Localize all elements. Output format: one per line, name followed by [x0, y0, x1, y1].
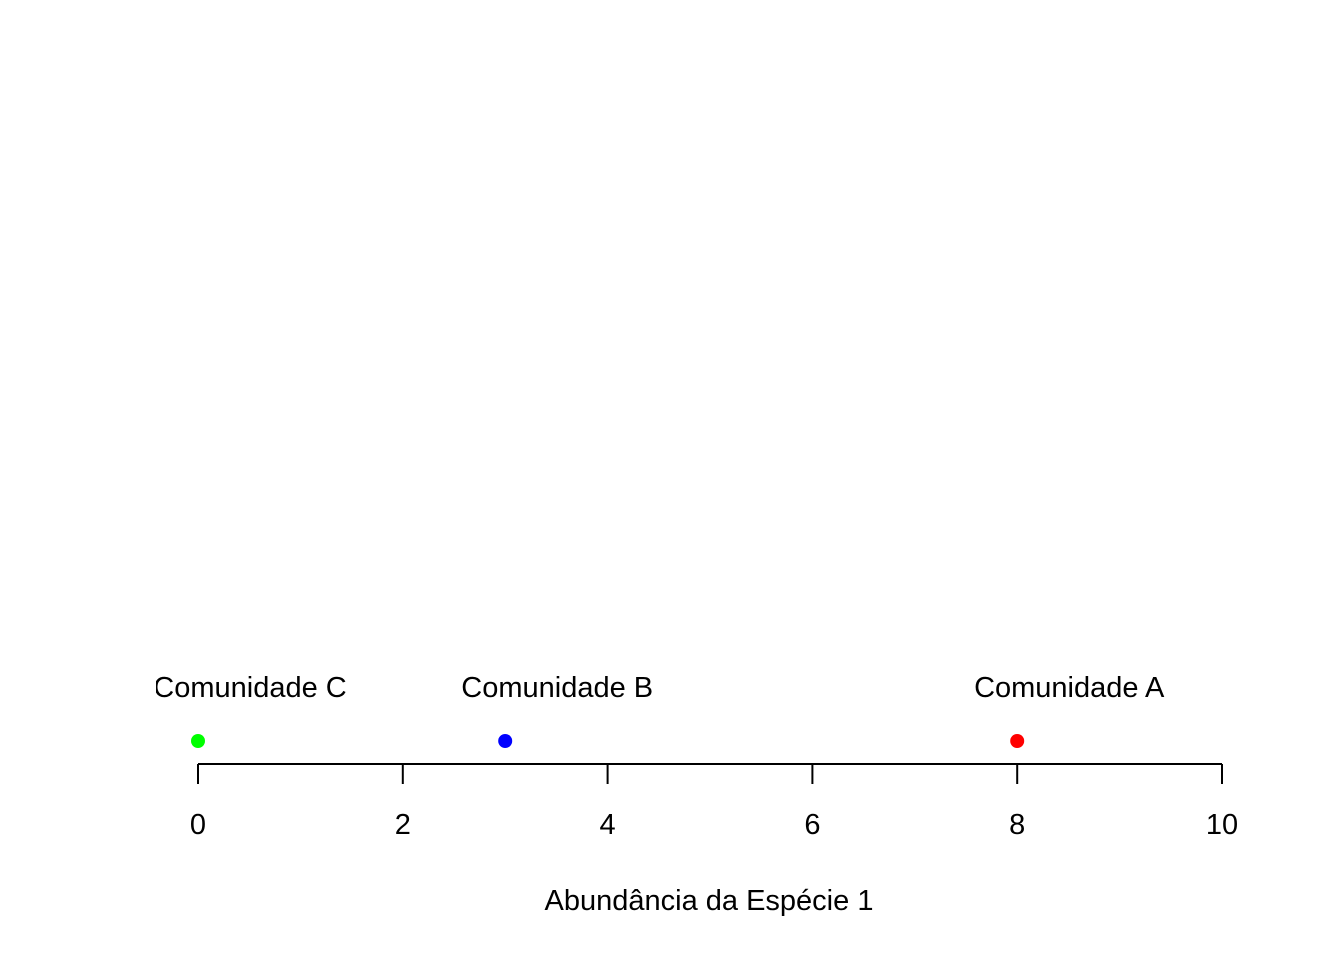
- data-point: [191, 734, 205, 748]
- data-point-label: Comunidade A: [974, 672, 1165, 704]
- x-axis: 0 2 4 6 8 10: [190, 763, 1238, 841]
- data-point: [498, 734, 513, 748]
- points-layer: Comunidade A Comunidade B Comunidade C: [153, 672, 1165, 748]
- x-axis-title: Abundância da Espécie 1: [545, 885, 874, 917]
- x-tick-label: 4: [600, 809, 616, 841]
- data-point-label: Comunidade C: [153, 672, 346, 704]
- x-tick-label: 8: [1009, 809, 1025, 841]
- data-point: [1010, 734, 1025, 748]
- data-point-label: Comunidade B: [461, 672, 653, 704]
- x-tick-label: 2: [395, 809, 411, 841]
- x-tick-label: 10: [1206, 809, 1238, 841]
- x-tick-label: 0: [190, 809, 206, 841]
- x-tick-label: 6: [804, 809, 820, 841]
